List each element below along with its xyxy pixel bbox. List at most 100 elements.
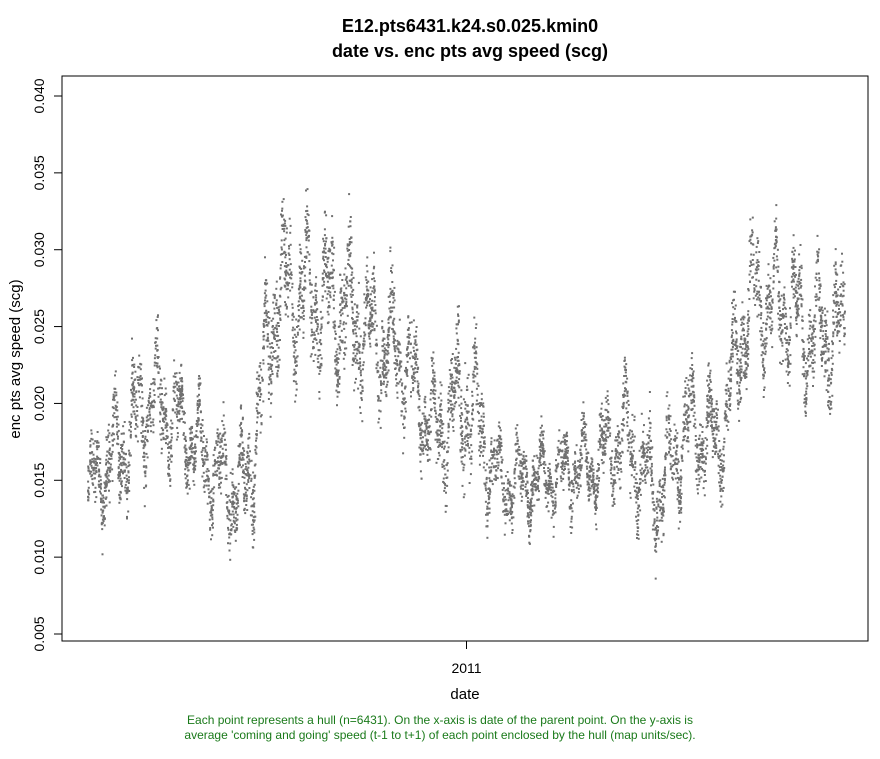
data-point xyxy=(190,455,193,457)
data-point xyxy=(668,433,671,436)
data-point xyxy=(735,372,738,375)
data-point xyxy=(595,496,598,499)
data-point xyxy=(480,392,483,395)
data-point xyxy=(657,537,660,540)
data-point xyxy=(564,450,567,453)
data-point xyxy=(463,454,466,457)
data-point xyxy=(259,393,262,396)
data-point xyxy=(151,382,154,385)
data-point xyxy=(100,498,103,501)
data-point xyxy=(739,359,742,362)
data-point xyxy=(719,485,722,488)
data-point xyxy=(702,469,705,472)
data-point xyxy=(783,337,786,340)
data-point xyxy=(542,437,545,440)
data-point xyxy=(222,454,225,457)
data-point xyxy=(284,219,287,222)
data-point xyxy=(526,515,529,518)
data-point xyxy=(535,488,538,491)
data-point xyxy=(749,260,752,263)
data-point xyxy=(710,421,713,424)
data-point xyxy=(133,363,136,366)
data-point xyxy=(134,415,137,418)
data-point xyxy=(737,402,740,405)
data-point xyxy=(218,455,221,458)
data-point xyxy=(340,290,343,293)
data-point xyxy=(146,456,149,459)
data-point xyxy=(729,356,732,359)
data-point xyxy=(736,349,739,352)
data-point xyxy=(266,345,269,348)
data-point xyxy=(289,289,292,292)
data-point xyxy=(563,442,566,445)
data-point xyxy=(522,455,525,458)
data-point xyxy=(555,484,558,487)
data-point xyxy=(270,319,273,322)
data-point xyxy=(486,505,489,508)
data-point xyxy=(439,415,442,418)
data-point xyxy=(714,437,717,440)
data-point xyxy=(293,340,296,343)
data-point xyxy=(443,445,446,448)
data-point xyxy=(159,411,162,414)
data-point xyxy=(306,251,309,254)
data-point xyxy=(467,373,470,376)
data-point xyxy=(702,442,705,444)
data-point xyxy=(343,327,346,330)
data-point xyxy=(739,398,742,401)
data-point xyxy=(598,441,601,443)
data-point xyxy=(201,419,204,421)
data-point xyxy=(605,409,608,412)
data-point xyxy=(671,476,674,479)
data-point xyxy=(488,471,491,474)
data-point xyxy=(112,423,115,426)
data-point xyxy=(757,279,760,282)
data-point xyxy=(655,550,658,553)
data-point xyxy=(780,332,783,335)
data-point xyxy=(497,464,500,467)
data-point xyxy=(662,532,665,535)
data-point xyxy=(627,399,630,402)
data-point xyxy=(721,479,723,482)
data-point xyxy=(808,352,811,355)
data-point xyxy=(536,478,539,481)
data-point xyxy=(265,318,268,321)
data-point xyxy=(384,349,387,352)
data-point xyxy=(708,376,711,379)
data-point xyxy=(821,359,823,362)
data-point xyxy=(307,239,310,242)
data-point xyxy=(558,429,561,432)
data-point xyxy=(703,494,706,497)
data-point xyxy=(473,316,476,319)
data-point xyxy=(725,404,728,407)
data-point xyxy=(617,441,620,444)
data-point xyxy=(143,459,146,462)
data-point xyxy=(361,351,364,354)
data-point xyxy=(465,444,468,447)
data-point xyxy=(482,449,485,452)
data-point xyxy=(115,405,118,408)
data-point xyxy=(478,463,481,466)
data-point xyxy=(708,383,711,386)
data-point xyxy=(237,499,239,502)
data-point xyxy=(747,364,749,367)
data-point xyxy=(435,431,438,434)
data-point xyxy=(398,368,401,371)
data-point xyxy=(721,459,724,462)
data-point xyxy=(242,453,245,456)
data-point xyxy=(655,534,658,537)
data-point xyxy=(158,365,161,368)
data-point xyxy=(564,448,567,451)
data-point xyxy=(123,469,126,472)
data-point xyxy=(122,458,125,461)
data-point xyxy=(843,312,846,315)
data-point xyxy=(213,449,216,451)
data-point xyxy=(145,426,147,429)
data-point xyxy=(834,248,837,251)
data-point xyxy=(428,447,431,449)
data-point xyxy=(762,344,765,347)
data-point xyxy=(204,450,207,453)
data-point xyxy=(726,406,729,409)
data-point xyxy=(120,462,122,465)
data-point xyxy=(833,321,836,324)
